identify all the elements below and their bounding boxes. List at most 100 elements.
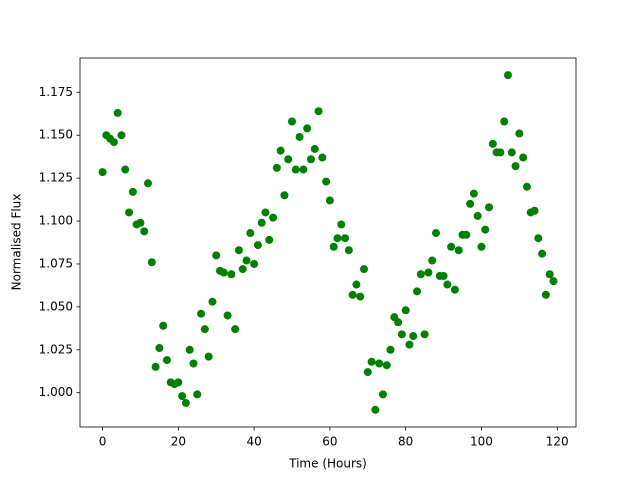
- y-tick-label: 1.175: [39, 85, 73, 99]
- data-point: [503, 71, 512, 80]
- data-point: [109, 138, 118, 147]
- data-point: [303, 124, 312, 133]
- data-point: [147, 258, 156, 267]
- plot-area: [80, 58, 576, 427]
- data-point: [136, 218, 145, 227]
- data-point: [447, 242, 456, 251]
- data-point: [246, 229, 255, 238]
- data-point: [511, 162, 520, 171]
- y-tick-label: 1.050: [39, 299, 73, 313]
- data-point: [276, 146, 285, 155]
- data-point: [128, 187, 137, 196]
- data-point: [450, 285, 459, 294]
- data-point: [462, 230, 471, 239]
- data-point: [378, 390, 387, 399]
- data-point: [469, 189, 478, 198]
- data-point: [125, 208, 134, 217]
- y-tick-label: 1.150: [39, 128, 73, 142]
- data-point: [356, 292, 365, 301]
- data-point: [359, 265, 368, 274]
- y-tick-label: 1.100: [39, 214, 73, 228]
- x-tick-label: 60: [322, 435, 337, 449]
- data-point: [473, 211, 482, 220]
- data-point: [181, 398, 190, 407]
- data-point: [352, 280, 361, 289]
- data-point: [185, 345, 194, 354]
- data-point: [238, 265, 247, 274]
- data-point: [291, 165, 300, 174]
- data-point: [394, 318, 403, 327]
- data-point: [200, 325, 209, 334]
- data-point: [231, 325, 240, 334]
- data-point: [117, 131, 126, 140]
- data-point: [367, 357, 376, 366]
- data-point: [189, 359, 198, 368]
- x-axis-label: Time (Hours): [288, 457, 367, 471]
- data-point: [234, 246, 243, 255]
- data-point: [428, 256, 437, 265]
- data-point: [159, 321, 168, 330]
- data-point: [306, 155, 315, 164]
- data-point: [371, 405, 380, 414]
- x-tick-label: 100: [470, 435, 493, 449]
- data-point: [261, 208, 270, 217]
- axes-frame: [79, 57, 577, 428]
- x-tick-label: 0: [99, 435, 107, 449]
- data-point: [337, 220, 346, 229]
- data-point: [522, 182, 531, 191]
- data-point: [284, 155, 293, 164]
- data-point: [488, 139, 497, 148]
- data-point: [212, 251, 221, 260]
- data-point: [314, 107, 323, 116]
- data-point: [549, 277, 558, 286]
- data-point: [386, 345, 395, 354]
- data-point: [538, 249, 547, 258]
- data-point: [405, 340, 414, 349]
- data-point: [223, 311, 232, 320]
- data-point: [257, 218, 266, 227]
- data-point: [500, 117, 509, 126]
- x-tick-label: 20: [171, 435, 186, 449]
- data-point: [466, 199, 475, 208]
- data-point: [454, 246, 463, 255]
- data-point: [397, 330, 406, 339]
- data-point: [253, 241, 262, 250]
- y-tick-label: 1.000: [39, 385, 73, 399]
- data-point: [420, 330, 429, 339]
- data-point: [416, 270, 425, 279]
- data-point: [401, 306, 410, 315]
- data-point: [155, 344, 164, 353]
- data-point: [333, 234, 342, 243]
- data-point: [140, 227, 149, 236]
- data-point: [113, 108, 122, 117]
- data-point: [519, 153, 528, 162]
- data-point: [310, 144, 319, 153]
- data-point: [151, 362, 160, 371]
- data-point: [265, 235, 274, 244]
- data-point: [162, 356, 171, 365]
- data-point: [344, 246, 353, 255]
- data-point: [280, 191, 289, 200]
- data-point: [322, 177, 331, 186]
- x-tick-label: 120: [546, 435, 569, 449]
- y-tick-label: 1.025: [39, 342, 73, 356]
- data-point: [541, 290, 550, 299]
- data-point: [325, 196, 334, 205]
- data-point: [530, 206, 539, 215]
- data-point: [208, 297, 217, 306]
- data-point: [204, 352, 213, 361]
- data-point: [477, 242, 486, 251]
- data-point: [534, 234, 543, 243]
- data-point: [424, 268, 433, 277]
- data-point: [413, 287, 422, 296]
- data-point: [443, 280, 452, 289]
- data-point: [545, 270, 554, 279]
- y-tick-label: 1.075: [39, 256, 73, 270]
- data-point: [227, 270, 236, 279]
- data-point: [197, 309, 206, 318]
- data-point: [242, 256, 251, 265]
- data-point: [375, 359, 384, 368]
- x-tick-label: 80: [398, 435, 413, 449]
